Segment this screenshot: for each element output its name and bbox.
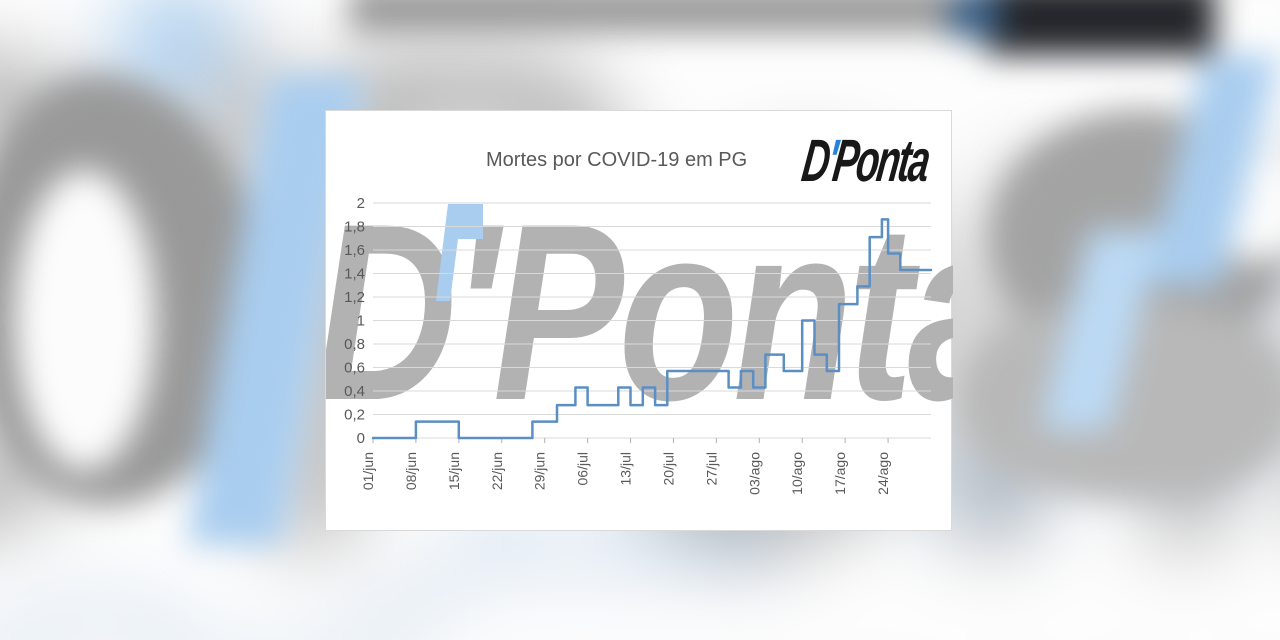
svg-text:15/jun: 15/jun: [446, 452, 462, 490]
svg-text:13/jul: 13/jul: [618, 452, 634, 485]
svg-text:01/jun: 01/jun: [360, 452, 376, 490]
svg-text:24/ago: 24/ago: [875, 452, 891, 495]
svg-text:1,2: 1,2: [344, 289, 365, 306]
svg-text:2: 2: [357, 195, 365, 212]
svg-text:1: 1: [357, 313, 365, 330]
svg-text:0,4: 0,4: [344, 383, 365, 400]
svg-text:27/jul: 27/jul: [703, 452, 719, 485]
svg-text:22/jun: 22/jun: [489, 452, 505, 490]
svg-text:10/ago: 10/ago: [789, 452, 805, 495]
svg-text:0,2: 0,2: [344, 407, 365, 424]
svg-text:1,6: 1,6: [344, 242, 365, 259]
svg-text:0,8: 0,8: [344, 336, 365, 353]
svg-text:06/jul: 06/jul: [575, 452, 591, 485]
svg-text:D'Ponta: D'Ponta: [326, 170, 953, 452]
svg-text:29/jun: 29/jun: [532, 452, 548, 490]
svg-text:0: 0: [357, 430, 365, 447]
svg-text:08/jun: 08/jun: [403, 452, 419, 490]
svg-text:03/ago: 03/ago: [746, 452, 762, 495]
svg-text:20/jul: 20/jul: [660, 452, 676, 485]
svg-text:0,6: 0,6: [344, 360, 365, 377]
svg-text:1,8: 1,8: [344, 219, 365, 236]
svg-text:17/ago: 17/ago: [832, 452, 848, 495]
svg-text:1,4: 1,4: [344, 266, 365, 283]
